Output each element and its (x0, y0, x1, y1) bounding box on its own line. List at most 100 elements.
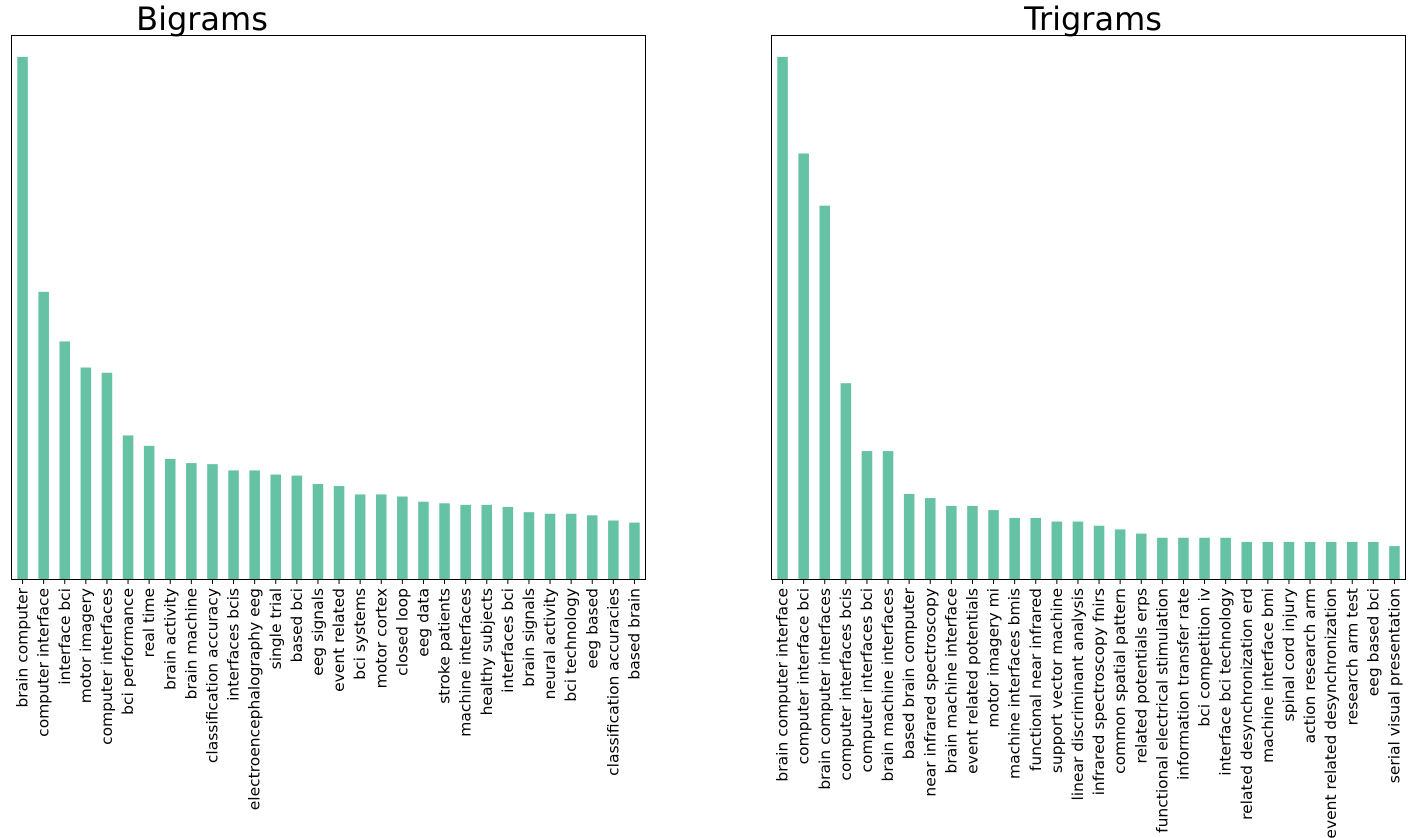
bar-eeg-based (586, 515, 598, 579)
x-tick-label: brain computer interface (774, 588, 792, 782)
bar-related-potentials-erps (1135, 533, 1147, 579)
bar-motor-cortex (375, 494, 387, 579)
bar-brain-activity (164, 458, 176, 579)
x-tick-label: action research arm (1301, 588, 1319, 743)
bar-classification-accuracy (207, 464, 218, 579)
bar-computer-interfaces-bci (861, 451, 873, 579)
x-tick-label: machine interfaces (457, 588, 475, 737)
x-tick-label: event related (330, 588, 348, 692)
bar-brain-machine (186, 463, 197, 579)
x-tick-label: brain activity (161, 588, 179, 690)
bar-interfaces-bci (502, 506, 514, 579)
bar-motor-imagery (80, 367, 92, 579)
x-tick-label: serial visual presentation (1385, 588, 1403, 783)
bar-serial-visual-presentation (1389, 546, 1400, 579)
x-tick-label: related desynchronization erd (1238, 588, 1256, 820)
bar-based-brain-computer (903, 493, 915, 579)
bar-bci-competition-iv (1199, 537, 1210, 579)
bar-based-bci (291, 475, 303, 579)
bar-information-transfer-rate (1178, 537, 1189, 579)
x-tick-label: eeg based bci (1364, 588, 1382, 696)
bar-eeg-signals (312, 483, 324, 579)
bar-near-infrared-spectroscopy (924, 498, 936, 579)
x-tick-label: eeg signals (309, 588, 327, 676)
bar-machine-interfaces-bmis (1009, 517, 1020, 579)
x-tick-label: brain machine (182, 588, 200, 699)
x-tick-label: support vector machine (1048, 588, 1066, 773)
bar-closed-loop (397, 496, 408, 579)
bar-stroke-patients (439, 503, 450, 579)
x-tick-label: based brain (625, 588, 643, 680)
bar-computer-interfaces-bcis (840, 383, 852, 579)
x-tick-labels: brain computer interface computer interfa… (774, 579, 1403, 838)
bar-brain-machine-interface (946, 505, 957, 579)
x-tick-label: interface bci (56, 588, 74, 685)
bar-interfaces-bcis (228, 470, 239, 579)
x-tick-label: closed loop (393, 588, 411, 676)
bar-event-related (333, 486, 345, 579)
x-tick-label: computer interfaces bci (858, 588, 876, 772)
chart-title: Trigrams (1023, 0, 1162, 38)
bar-bci-technology (565, 513, 577, 579)
bar-eeg-based-bci (1368, 541, 1379, 579)
x-tick-label: motor imagery mi (985, 588, 1003, 728)
bar-bci-performance (122, 435, 134, 579)
bar-single-trial (270, 474, 282, 579)
bar-classification-accuracies (608, 520, 619, 579)
bar-bci-systems (354, 494, 366, 579)
x-tick-label: related potentials erps (1132, 588, 1150, 764)
x-tick-label: bci technology (562, 588, 580, 702)
x-tick-label: information transfer rate (1174, 588, 1192, 780)
x-tick-label: machine interface bmi (1259, 588, 1277, 763)
bar-healthy-subjects (481, 504, 493, 579)
x-tick-label: neural activity (541, 588, 559, 699)
bar-group (17, 56, 640, 579)
bar-brain-signals (523, 512, 535, 579)
bar-machine-interface-bmi (1262, 541, 1274, 579)
x-tick-label: common spatial pattern (1111, 588, 1129, 774)
bar-infrared-spectroscopy-fnirs (1093, 525, 1105, 579)
x-tick-label: brain signals (520, 588, 538, 687)
bar-functional-near-infrared (1030, 517, 1042, 579)
x-tick-label: infrared spectroscopy fnirs (1090, 588, 1108, 795)
x-tick-label: bci systems (351, 588, 369, 680)
trigrams-chart: Trigrams brain computer interface compute… (771, 0, 1406, 838)
bar-action-research-arm (1304, 541, 1316, 579)
bar-brain-computer-interfaces (819, 205, 831, 579)
x-tick-label: based bci (288, 588, 306, 662)
x-tick-label: motor cortex (372, 588, 390, 688)
x-tick-label: motor imagery (77, 588, 95, 703)
x-tick-label: linear discriminant analysis (1069, 588, 1087, 801)
bar-related-desynchronization-erd (1241, 541, 1253, 579)
bar-neural-activity (544, 513, 556, 579)
x-tick-label: event related desynchronization (1322, 588, 1340, 838)
x-tick-label: brain machine interfaces (879, 588, 897, 782)
bar-event-related-potentials (967, 505, 978, 579)
x-tick-label: based brain computer (900, 587, 918, 759)
x-tick-label: functional electrical stimulation (1153, 588, 1171, 833)
bar-common-spatial-pattern (1114, 529, 1126, 579)
x-tick-label: bci performance (119, 588, 137, 715)
x-tick-label: classification accuracies (604, 588, 622, 776)
chart-title: Bigrams (136, 0, 268, 38)
bar-based-brain (629, 522, 640, 579)
bigrams-chart: Bigrams brain computer computer interface… (11, 0, 646, 810)
x-tick-label: stroke patients (436, 588, 454, 704)
bar-computer-interfaces (101, 372, 113, 579)
bar-group (777, 56, 1400, 580)
x-tick-label: event related potentials (963, 588, 981, 774)
bar-interface-bci-technology (1220, 537, 1231, 579)
x-tick-label: healthy subjects (478, 588, 496, 715)
x-tick-label: computer interface bci (795, 588, 813, 764)
bar-research-arm-test (1346, 541, 1358, 579)
bar-brain-computer (17, 56, 28, 579)
x-tick-label: spinal cord injury (1280, 588, 1298, 721)
x-tick-label: brain computer (14, 587, 32, 707)
x-tick-label: machine interfaces bmis (1006, 588, 1024, 779)
x-tick-label: brain machine interface (942, 588, 960, 773)
x-tick-label: computer interface (35, 588, 53, 737)
plot-frame (771, 35, 1406, 580)
bar-interface-bci (59, 341, 71, 579)
bar-functional-electrical-stimulation (1157, 537, 1168, 579)
